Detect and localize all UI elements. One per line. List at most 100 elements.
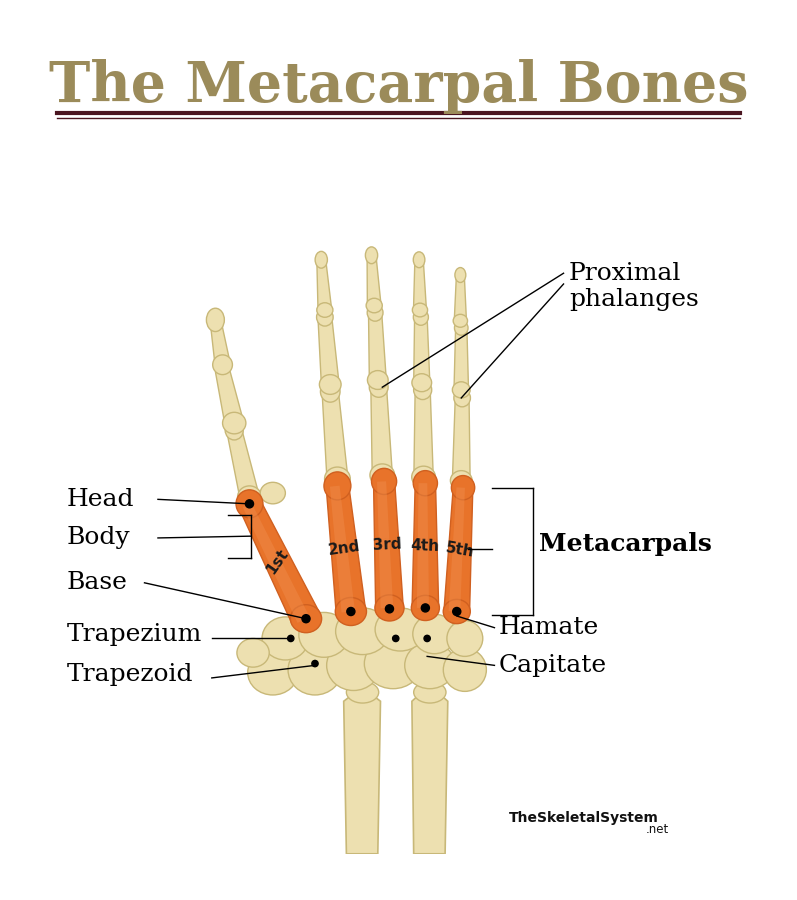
Polygon shape	[453, 398, 470, 481]
Circle shape	[422, 604, 430, 612]
Polygon shape	[414, 260, 426, 310]
Ellipse shape	[238, 486, 261, 508]
Ellipse shape	[222, 412, 246, 434]
Ellipse shape	[413, 614, 456, 653]
Polygon shape	[239, 499, 320, 625]
Ellipse shape	[336, 608, 390, 654]
Ellipse shape	[414, 681, 446, 703]
Ellipse shape	[213, 355, 233, 374]
Ellipse shape	[375, 608, 426, 651]
Ellipse shape	[315, 251, 328, 268]
Ellipse shape	[443, 599, 470, 624]
Ellipse shape	[447, 620, 483, 656]
Polygon shape	[414, 317, 430, 382]
Text: 1st: 1st	[264, 546, 292, 577]
Ellipse shape	[347, 681, 379, 703]
Circle shape	[245, 500, 253, 508]
Ellipse shape	[450, 471, 472, 491]
Text: 4th: 4th	[410, 537, 440, 554]
Polygon shape	[322, 391, 347, 480]
Polygon shape	[454, 275, 466, 320]
Text: Hamate: Hamate	[499, 616, 599, 639]
Polygon shape	[344, 692, 380, 854]
Polygon shape	[367, 255, 381, 306]
Ellipse shape	[371, 468, 397, 494]
Ellipse shape	[367, 371, 388, 390]
Ellipse shape	[411, 595, 439, 620]
Polygon shape	[215, 370, 243, 425]
Ellipse shape	[316, 309, 333, 326]
Ellipse shape	[453, 389, 470, 407]
Ellipse shape	[324, 472, 351, 500]
Circle shape	[347, 608, 355, 616]
Circle shape	[288, 635, 294, 642]
Text: Metacarpals: Metacarpals	[540, 532, 713, 556]
Ellipse shape	[327, 640, 380, 690]
Polygon shape	[368, 312, 387, 381]
Polygon shape	[374, 481, 403, 608]
Text: Capitate: Capitate	[499, 654, 607, 677]
Circle shape	[312, 661, 318, 667]
Text: .net: .net	[646, 823, 669, 836]
Polygon shape	[371, 387, 392, 475]
Ellipse shape	[262, 616, 308, 660]
Circle shape	[453, 608, 461, 616]
Ellipse shape	[414, 252, 425, 267]
Ellipse shape	[369, 377, 388, 397]
Text: 5th: 5th	[445, 540, 476, 560]
Ellipse shape	[261, 482, 285, 504]
Ellipse shape	[290, 605, 322, 633]
Ellipse shape	[405, 642, 455, 688]
Polygon shape	[449, 488, 465, 612]
Polygon shape	[412, 483, 438, 608]
Ellipse shape	[454, 320, 468, 335]
Text: 2nd: 2nd	[327, 539, 361, 558]
Ellipse shape	[366, 298, 383, 313]
Ellipse shape	[414, 309, 429, 325]
Ellipse shape	[248, 650, 298, 695]
Circle shape	[386, 605, 394, 613]
Ellipse shape	[324, 467, 350, 491]
Ellipse shape	[226, 420, 243, 440]
Ellipse shape	[370, 464, 395, 486]
Polygon shape	[318, 317, 339, 385]
Circle shape	[393, 635, 398, 642]
Text: Proximal
phalanges: Proximal phalanges	[569, 262, 699, 311]
Ellipse shape	[299, 612, 349, 657]
Polygon shape	[326, 485, 366, 613]
Circle shape	[302, 615, 310, 623]
Ellipse shape	[336, 598, 367, 626]
Ellipse shape	[453, 382, 470, 398]
Polygon shape	[377, 482, 393, 608]
Text: Body: Body	[66, 526, 130, 549]
Ellipse shape	[367, 304, 383, 321]
Polygon shape	[210, 319, 230, 365]
Text: The Metacarpal Bones: The Metacarpal Bones	[49, 59, 748, 114]
Polygon shape	[444, 487, 473, 612]
Ellipse shape	[365, 247, 378, 264]
Text: Base: Base	[66, 572, 128, 594]
Ellipse shape	[206, 308, 224, 331]
Polygon shape	[454, 328, 469, 390]
Polygon shape	[243, 503, 309, 623]
Ellipse shape	[451, 475, 475, 500]
Ellipse shape	[412, 466, 435, 488]
Polygon shape	[414, 390, 434, 477]
Ellipse shape	[316, 302, 333, 318]
Text: Trapezium: Trapezium	[66, 624, 202, 646]
Polygon shape	[417, 483, 429, 608]
Circle shape	[424, 635, 430, 642]
Ellipse shape	[375, 595, 404, 621]
Ellipse shape	[453, 314, 468, 328]
Text: Trapezoid: Trapezoid	[66, 662, 193, 686]
Text: 3rd: 3rd	[372, 536, 402, 553]
Ellipse shape	[414, 380, 432, 400]
Polygon shape	[330, 486, 355, 613]
Polygon shape	[317, 259, 332, 310]
Ellipse shape	[412, 374, 432, 392]
Ellipse shape	[236, 490, 263, 518]
Ellipse shape	[455, 267, 465, 283]
Ellipse shape	[412, 303, 428, 317]
Ellipse shape	[288, 644, 342, 695]
Ellipse shape	[237, 638, 269, 667]
